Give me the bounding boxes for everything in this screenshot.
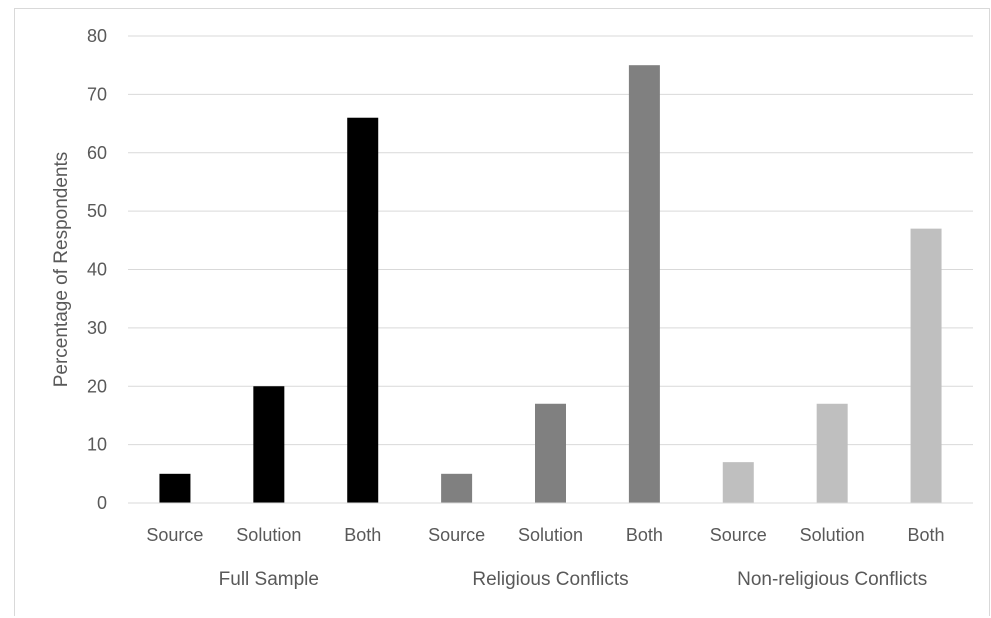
- x-category-label: Solution: [518, 525, 583, 545]
- chart-frame: [14, 8, 990, 616]
- x-category-label: Both: [626, 525, 663, 545]
- y-tick-label: 30: [87, 318, 107, 338]
- y-tick-label: 60: [87, 143, 107, 163]
- bar-source: [722, 462, 754, 503]
- y-tick-label: 0: [97, 493, 107, 513]
- bar-both: [910, 228, 942, 503]
- y-tick-label: 40: [87, 260, 107, 280]
- bar-both: [628, 65, 660, 503]
- x-category-label: Source: [146, 525, 203, 545]
- bar-source: [159, 473, 191, 503]
- x-category-label: Source: [428, 525, 485, 545]
- bar-solution: [253, 386, 285, 503]
- y-axis-ticks: 0 10 20 30 40 50 60 70 80: [87, 26, 107, 513]
- x-axis-category-labels: Source Solution Both Source Solution Both Sour…: [146, 525, 944, 545]
- y-axis-title: Percentage of Respondents: [51, 152, 72, 388]
- x-category-label: Source: [710, 525, 767, 545]
- y-tick-label: 80: [87, 26, 107, 46]
- x-group-label: Full Sample: [219, 569, 319, 590]
- bars: [159, 65, 942, 503]
- x-category-label: Solution: [236, 525, 301, 545]
- bar-source: [441, 473, 473, 503]
- y-tick-label: 70: [87, 84, 107, 104]
- bar-solution: [816, 403, 848, 503]
- x-axis-group-labels: Full Sample Religious Conflicts Non-religi…: [219, 569, 928, 590]
- x-group-label: Non-religious Conflicts: [737, 569, 927, 590]
- x-category-label: Both: [908, 525, 945, 545]
- bar-solution: [535, 403, 566, 503]
- bar-both: [347, 117, 379, 503]
- y-tick-label: 10: [87, 435, 107, 455]
- y-tick-label: 50: [87, 201, 107, 221]
- gridlines: [128, 35, 973, 446]
- x-category-label: Solution: [800, 525, 865, 545]
- y-tick-label: 20: [87, 376, 107, 396]
- x-category-label: Both: [344, 525, 381, 545]
- x-group-label: Religious Conflicts: [472, 569, 628, 590]
